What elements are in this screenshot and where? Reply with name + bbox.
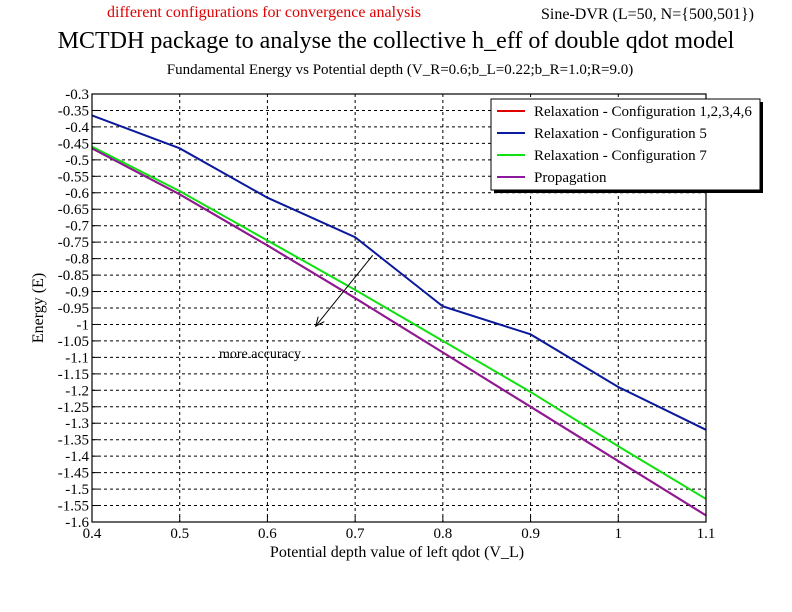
x-tick-label: 0.8	[433, 526, 452, 542]
x-tick-label: 0.7	[346, 526, 365, 542]
y-tick-label: -0.3	[65, 87, 89, 103]
chart-subtitle: Fundamental Energy vs Potential depth (V…	[166, 62, 634, 78]
series-line-3	[91, 145, 707, 500]
y-tick-label: -0.95	[58, 301, 89, 317]
legend-label-4: Propagation	[534, 170, 607, 186]
series-line-4	[91, 147, 707, 517]
x-tick-label: 1.1	[697, 526, 716, 542]
legend-box	[490, 98, 761, 191]
y-tick-label: -1.35	[58, 433, 89, 449]
plot-frame	[91, 93, 707, 523]
y-tick-label: -1.2	[65, 383, 89, 399]
y-tick-label: -1	[77, 317, 90, 333]
y-tick-label: -1.4	[65, 449, 89, 465]
y-tick-label: -0.55	[58, 169, 89, 185]
y-tick-label: -0.4	[65, 120, 89, 136]
series-line-1	[91, 147, 707, 517]
header-left-note: different configurations for convergence…	[107, 4, 421, 21]
y-tick-label: -0.6	[65, 186, 89, 202]
y-axis-label: Energy (E)	[30, 273, 47, 343]
legend-label-1: Relaxation - Configuration 1,2,3,4,6	[534, 104, 752, 120]
annotation-text: more accuracy	[219, 347, 301, 362]
x-tick-label: 0.4	[83, 526, 102, 542]
y-tick-label: -1.45	[58, 466, 89, 482]
y-tick-label: -1.3	[65, 416, 89, 432]
y-tick-label: -1.6	[65, 515, 89, 531]
y-tick-label: -1.1	[65, 350, 89, 366]
legend-label-3: Relaxation - Configuration 7	[534, 148, 707, 164]
annotation-arrow	[316, 255, 374, 326]
y-tick-label: -0.5	[65, 153, 89, 169]
y-tick-label: -0.45	[58, 136, 89, 152]
y-tick-label: -1.25	[58, 400, 89, 416]
x-tick-label: 0.5	[170, 526, 189, 542]
series-line-2	[91, 114, 707, 431]
legend-label-2: Relaxation - Configuration 5	[534, 126, 707, 142]
y-tick-label: -0.7	[65, 219, 89, 235]
y-tick-label: -0.75	[58, 235, 89, 251]
x-tick-label: 0.6	[258, 526, 277, 542]
y-tick-label: -1.5	[65, 482, 89, 498]
y-tick-label: -1.05	[58, 334, 89, 350]
x-axis-label: Potential depth value of left qdot (V_L)	[270, 544, 524, 561]
y-tick-label: -0.65	[58, 202, 89, 218]
page-title: MCTDH package to analyse the collective …	[57, 28, 735, 54]
y-tick-label: -0.85	[58, 268, 89, 284]
x-tick-label: 0.9	[521, 526, 540, 542]
y-tick-label: -1.55	[58, 499, 89, 515]
y-tick-label: -0.35	[58, 103, 89, 119]
x-tick-label: 1	[615, 526, 623, 542]
y-tick-label: -1.15	[58, 367, 89, 383]
y-tick-label: -0.8	[65, 252, 89, 268]
y-tick-label: -0.9	[65, 285, 89, 301]
header-right-note: Sine-DVR (L=50, N={500,501})	[541, 6, 754, 23]
